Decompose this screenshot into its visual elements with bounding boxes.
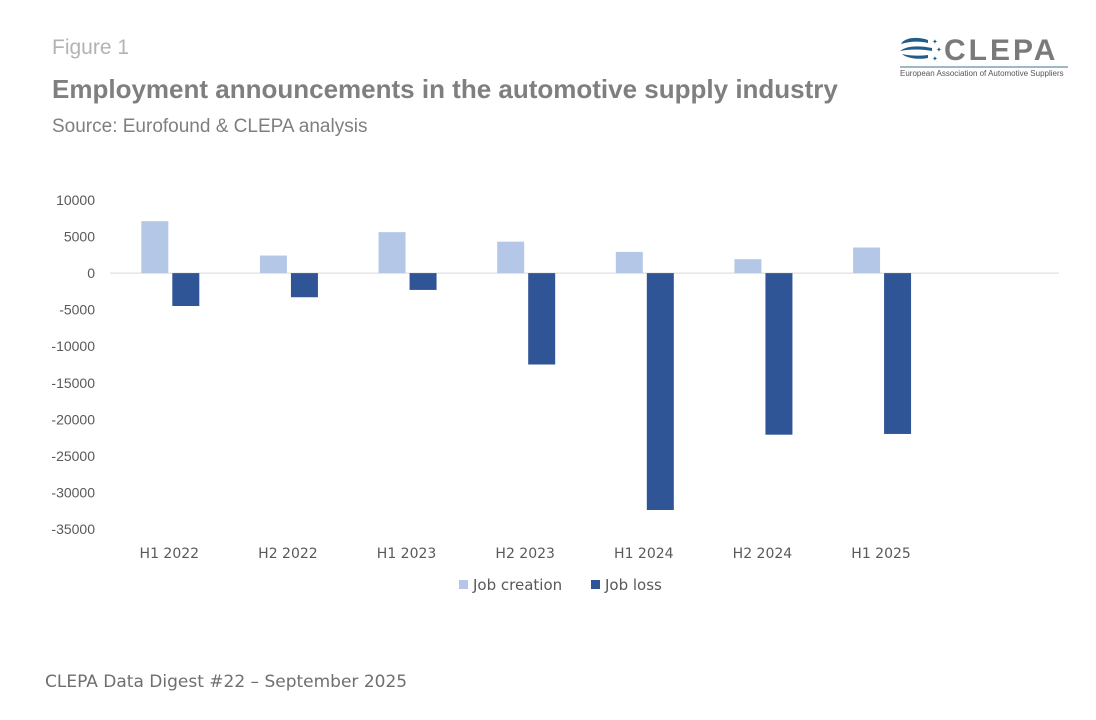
legend: Job creation Job loss xyxy=(459,576,662,594)
bar-job-loss xyxy=(646,273,674,510)
y-tick-label: -5000 xyxy=(59,302,95,318)
bar-job-creation xyxy=(734,259,762,274)
logo-tagline: European Association of Automotive Suppl… xyxy=(900,69,1064,78)
legend-job-loss-swatch xyxy=(591,580,600,589)
y-tick-label: -10000 xyxy=(51,338,95,354)
bars xyxy=(141,221,912,510)
chart-source: Source: Eurofound & CLEPA analysis xyxy=(52,116,368,137)
x-tick-label: H1 2024 xyxy=(614,546,674,562)
figure-label: Figure 1 xyxy=(52,36,130,59)
y-tick-label: -20000 xyxy=(51,411,95,427)
bar-job-creation xyxy=(378,232,406,274)
y-tick-label: -30000 xyxy=(51,484,95,500)
bar-job-loss xyxy=(172,273,200,307)
svg-text:✦: ✦ xyxy=(932,38,938,46)
legend-job-loss-label: Job loss xyxy=(604,576,662,594)
chart-title: Employment announcements in the automoti… xyxy=(52,74,838,104)
y-tick-label: -15000 xyxy=(51,375,95,391)
legend-job-creation-label: Job creation xyxy=(472,576,562,594)
x-tick-label: H2 2023 xyxy=(495,546,555,562)
svg-text:✦: ✦ xyxy=(936,46,942,54)
bar-job-loss xyxy=(884,273,912,434)
x-tick-label: H1 2022 xyxy=(140,546,200,562)
logo-divider xyxy=(900,66,1068,68)
legend-job-creation-swatch xyxy=(459,580,468,589)
bar-job-creation xyxy=(615,251,643,274)
y-tick-label: -25000 xyxy=(51,448,95,464)
y-tick-label: 5000 xyxy=(64,229,95,245)
bar-job-creation xyxy=(141,221,169,274)
svg-text:✦: ✦ xyxy=(932,55,938,63)
bar-job-loss xyxy=(765,273,793,435)
clepa-logo: ✦ ✦ ✦ CLEPA European Association of Auto… xyxy=(898,34,1070,82)
footer-text: CLEPA Data Digest #22 – September 2025 xyxy=(45,672,408,692)
bar-job-creation xyxy=(853,247,881,274)
y-tick-label: 10000 xyxy=(56,192,95,208)
bar-job-creation xyxy=(497,241,525,274)
x-tick-label: H2 2022 xyxy=(258,546,318,562)
bar-job-loss xyxy=(528,273,556,365)
clepa-swoosh-icon: ✦ ✦ ✦ xyxy=(900,37,942,63)
logo-wordmark: CLEPA xyxy=(944,34,1059,67)
x-tick-label: H1 2023 xyxy=(377,546,437,562)
bar-job-loss xyxy=(409,273,437,290)
x-axis-ticks: H1 2022 H2 2022 H1 2023 H2 2023 H1 2024 H2 20… xyxy=(140,546,911,562)
y-tick-label: 0 xyxy=(87,265,95,281)
y-axis-ticks: 10000 5000 0 -5000 -10000 -15000 -20000 -25000 -… xyxy=(51,192,95,537)
x-tick-label: H1 2025 xyxy=(851,546,911,562)
bar-job-creation xyxy=(259,255,287,274)
bar-job-loss xyxy=(290,273,318,298)
x-tick-label: H2 2024 xyxy=(733,546,793,562)
y-tick-label: -35000 xyxy=(51,521,95,537)
